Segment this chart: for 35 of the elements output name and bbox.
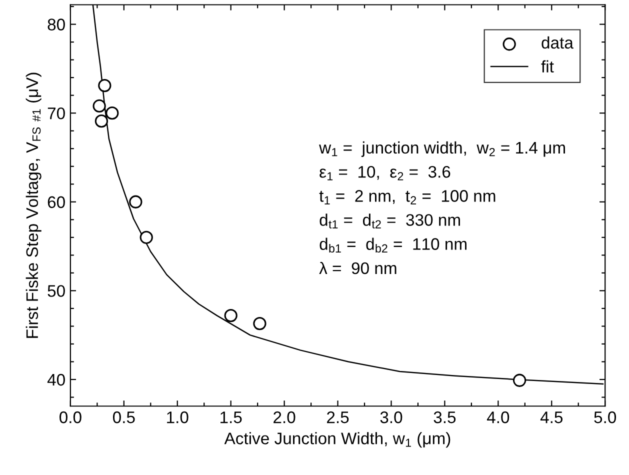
x-tick-label: 5.0	[594, 411, 616, 424]
x-tick-label: 2.5	[327, 411, 349, 424]
annotation: d$_{t1}$ = d$_{t2}$ = 330 nm	[320, 214, 460, 228]
y-tick-label: 60	[48, 196, 65, 208]
x-tick-label: 3.0	[380, 411, 402, 424]
point	[129, 195, 142, 208]
y-tick-label: 40	[47, 374, 65, 386]
legend-label: fit	[541, 60, 554, 72]
y-tick-label: 80	[48, 18, 65, 30]
point	[92, 99, 106, 113]
x-tick-label: 0.0	[60, 411, 82, 424]
x-tick-label: 0.5	[112, 411, 135, 424]
x-tick-label: 3.5	[434, 411, 456, 424]
x-tick-label: 1.0	[167, 411, 188, 424]
x-tick-label: 4.0	[486, 411, 510, 424]
y-tick-label: 70	[48, 107, 65, 120]
annotation: w$_{1}$ = junction width, w$_{2}$ = 1.4 μm	[319, 141, 565, 157]
annotation: λ = 90 nm	[319, 262, 396, 274]
point	[106, 106, 119, 120]
y-axis-title: First Fiske Step Voltage, V$_{FS #1}$ (μV)	[26, 72, 42, 338]
point	[512, 374, 526, 387]
x-axis-title: Active Junction Width, w$_{1}$ (μm)	[224, 432, 450, 448]
annotation: t$_{1}$ = 2 nm, t$_{2}$ = 100 nm	[319, 190, 496, 204]
annotation: d$_{b1}$ = d$_{b2}$ = 110 nm	[320, 238, 466, 253]
y-tick-label: 50	[48, 285, 65, 297]
point	[253, 316, 266, 330]
point	[98, 78, 112, 92]
point	[140, 230, 153, 244]
legend-label: data	[542, 36, 574, 49]
point	[224, 308, 238, 322]
annotation: ε$_{1}$ = 10, ε$_{2}$ = 3.6	[320, 166, 450, 180]
x-tick-label: 2.0	[274, 411, 296, 424]
x-tick-label: 1.5	[220, 412, 242, 424]
point	[94, 114, 108, 128]
x-tick-label: 4.5	[540, 412, 563, 424]
